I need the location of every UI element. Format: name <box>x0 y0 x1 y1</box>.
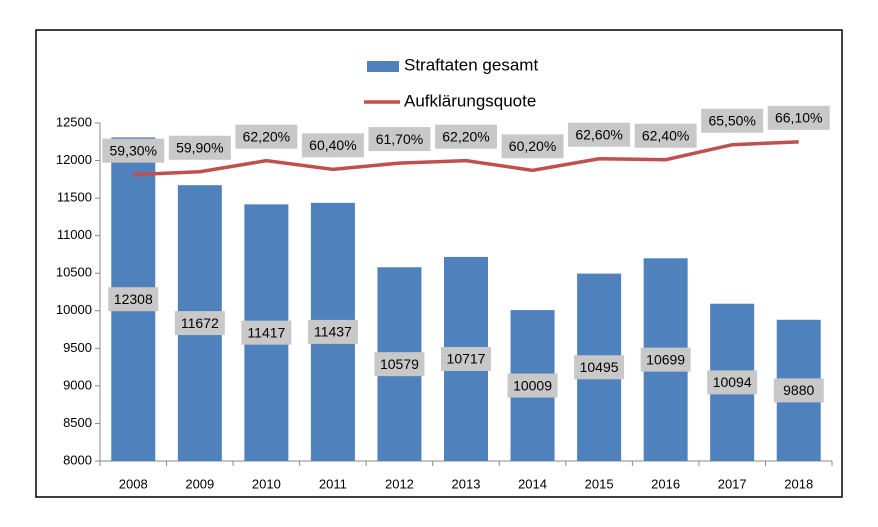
y-tick-label: 11000 <box>57 227 92 242</box>
legend-swatch <box>367 61 399 72</box>
label-box <box>435 124 497 149</box>
data-label: 59,30% <box>110 142 157 158</box>
data-label: 10009 <box>513 377 552 393</box>
x-tick-label: 2015 <box>585 476 614 491</box>
label-box <box>501 134 564 159</box>
data-label: 9880 <box>783 382 814 398</box>
data-label: 62,20% <box>243 128 290 144</box>
data-label: 60,20% <box>509 138 556 154</box>
x-tick-label: 2010 <box>252 476 281 491</box>
x-tick-label: 2009 <box>185 476 214 491</box>
y-tick-label: 12500 <box>56 114 92 129</box>
data-label: 10699 <box>646 351 685 367</box>
label-box <box>241 320 292 345</box>
y-tick-label: 9500 <box>63 340 92 355</box>
y-tick-label: 11500 <box>57 190 92 205</box>
y-tick-label: 10500 <box>56 265 92 280</box>
label-box <box>374 352 425 377</box>
data-label: 12308 <box>114 291 153 307</box>
data-label: 10717 <box>447 351 486 367</box>
legend-label: Straftaten gesamt <box>404 55 538 74</box>
data-label: 65,50% <box>708 112 755 128</box>
label-box <box>301 133 364 158</box>
x-tick-label: 2017 <box>718 476 747 491</box>
line <box>133 140 799 177</box>
label-box <box>235 124 298 149</box>
y-tick-label: 9000 <box>63 377 92 392</box>
label-box <box>640 347 691 372</box>
x-tick-label: 2013 <box>452 476 481 491</box>
chart-border <box>35 29 843 498</box>
x-tick-label: 2008 <box>119 476 148 491</box>
x-tick-label: 2016 <box>651 476 680 491</box>
data-label: 62,60% <box>575 126 622 142</box>
data-label: 60,40% <box>309 137 356 153</box>
data-label: 66,10% <box>775 110 822 126</box>
label-box <box>707 370 758 395</box>
y-tick-label: 10000 <box>56 302 92 317</box>
label-box <box>368 127 431 152</box>
label-box <box>174 311 225 336</box>
x-tick-label: 2018 <box>784 476 813 491</box>
data-label: 11417 <box>247 324 285 340</box>
data-label: 61,70% <box>376 131 423 147</box>
label-box <box>767 105 830 130</box>
label-box <box>568 122 631 147</box>
label-box <box>773 378 824 403</box>
data-label: 10579 <box>380 356 419 372</box>
y-tick-label: 12000 <box>56 152 92 167</box>
label-box <box>441 346 491 371</box>
data-label: 62,20% <box>442 128 489 144</box>
data-label: 11437 <box>314 324 352 340</box>
label-box <box>168 135 231 160</box>
data-label: 10094 <box>713 374 752 390</box>
x-tick-label: 2014 <box>518 476 547 491</box>
y-tick-label: 8000 <box>63 452 92 467</box>
x-tick-label: 2012 <box>385 476 414 491</box>
data-label: 59,90% <box>176 139 223 155</box>
label-box <box>507 373 558 398</box>
data-label: 62,40% <box>642 127 689 143</box>
data-label: 10495 <box>580 359 619 375</box>
y-tick-label: 8500 <box>63 415 92 430</box>
data-label: 11672 <box>181 315 219 331</box>
x-tick-label: 2011 <box>319 476 347 491</box>
label-box <box>108 287 159 312</box>
label-box <box>701 108 764 133</box>
legend-label: Aufklärungsquote <box>404 91 536 110</box>
label-box <box>102 138 165 163</box>
label-box <box>634 123 697 148</box>
label-box <box>307 319 358 344</box>
label-box <box>574 355 625 380</box>
